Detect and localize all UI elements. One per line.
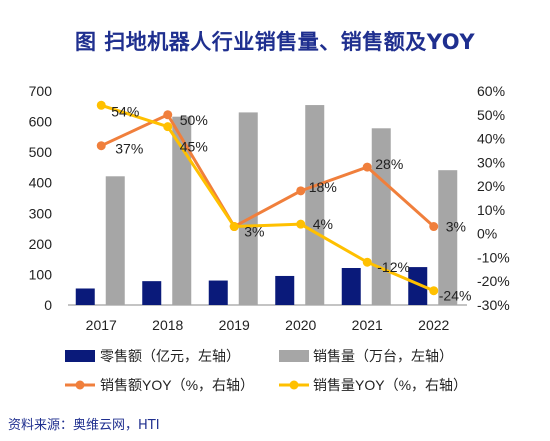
volume-yoy-label: 54% bbox=[111, 103, 139, 119]
legend-label-retail: 零售额（亿元，左轴） bbox=[100, 348, 240, 364]
point-revenue-yoy bbox=[163, 110, 173, 120]
revenue-yoy-label: 3% bbox=[244, 224, 264, 240]
point-volume-yoy bbox=[429, 286, 439, 296]
legend-label-volume-yoy: 销售量YOY（%，右轴） bbox=[313, 377, 467, 393]
point-volume-yoy bbox=[362, 257, 372, 267]
bar-retail-value bbox=[341, 268, 361, 305]
right-axis-tick: 50% bbox=[477, 107, 505, 123]
legend-marker-revenue-yoy bbox=[75, 380, 85, 390]
volume-yoy-label: -24% bbox=[439, 288, 472, 304]
x-axis-tick: 2019 bbox=[219, 317, 250, 333]
right-axis-tick: -20% bbox=[477, 273, 510, 289]
chart-data-labels: 37% 50% 3% 18% 28% 3% 54% 45% 4% -12% -24% bbox=[111, 103, 471, 303]
point-volume-yoy bbox=[296, 219, 306, 229]
x-axis-tick: 2018 bbox=[152, 317, 183, 333]
right-axis-tick: -30% bbox=[477, 297, 510, 313]
point-volume-yoy bbox=[163, 122, 173, 132]
revenue-yoy-label: 50% bbox=[180, 112, 208, 128]
chart-axes: 0 100 200 300 400 500 600 700 60% 50% 40% 30% 20% 10%… bbox=[29, 83, 510, 333]
x-axis-tick: 2021 bbox=[352, 317, 383, 333]
bar-retail-value bbox=[208, 280, 228, 305]
left-axis-tick: 300 bbox=[29, 205, 53, 221]
bar-retail-value bbox=[408, 267, 428, 305]
left-axis-tick: 400 bbox=[29, 175, 53, 191]
bar-sales-volume bbox=[172, 116, 192, 306]
line-revenue-yoy bbox=[100, 112, 435, 229]
right-axis-tick: 40% bbox=[477, 131, 505, 147]
right-axis-tick: 20% bbox=[477, 178, 505, 194]
right-axis-tick: -10% bbox=[477, 249, 510, 265]
legend-swatch-retail bbox=[65, 350, 95, 362]
bar-sales-volume bbox=[105, 176, 125, 305]
legend-swatch-volume bbox=[279, 350, 309, 362]
revenue-yoy-label: 37% bbox=[115, 141, 143, 157]
left-axis-tick: 0 bbox=[44, 297, 52, 313]
right-axis-tick: 0% bbox=[477, 226, 497, 242]
chart-legend: 零售额（亿元，左轴） 销售量（万台，左轴） 销售额YOY（%，右轴） 销售量YOY（%… bbox=[65, 348, 467, 393]
bar-sales-volume bbox=[238, 112, 258, 306]
legend-label-revenue-yoy: 销售额YOY（%，右轴） bbox=[100, 377, 254, 393]
bar-sales-volume bbox=[438, 170, 458, 305]
left-axis-tick: 700 bbox=[29, 83, 53, 99]
bar-retail-value bbox=[75, 288, 95, 305]
point-volume-yoy bbox=[229, 222, 239, 232]
revenue-yoy-label: 28% bbox=[375, 156, 403, 172]
line-volume-yoy bbox=[100, 103, 435, 293]
left-axis-tick: 200 bbox=[29, 236, 53, 252]
volume-yoy-label: -12% bbox=[377, 259, 410, 275]
right-axis-tick: 30% bbox=[477, 154, 505, 170]
point-volume-yoy bbox=[96, 100, 106, 110]
left-axis-tick: 500 bbox=[29, 144, 53, 160]
bar-retail-value bbox=[142, 281, 162, 305]
revenue-yoy-label: 18% bbox=[309, 179, 337, 195]
bar-sales-volume bbox=[305, 105, 325, 305]
volume-yoy-label: 45% bbox=[180, 139, 208, 155]
right-axis-tick: 10% bbox=[477, 202, 505, 218]
chart-bars bbox=[75, 105, 458, 306]
left-axis-tick: 600 bbox=[29, 114, 53, 130]
bar-sales-volume bbox=[371, 128, 391, 305]
point-revenue-yoy bbox=[96, 141, 106, 151]
revenue-yoy-label: 3% bbox=[446, 219, 466, 235]
bar-retail-value bbox=[275, 275, 295, 305]
chart-lines bbox=[96, 100, 439, 296]
left-axis-tick: 100 bbox=[29, 266, 53, 282]
volume-yoy-label: 4% bbox=[313, 216, 333, 232]
x-axis-tick: 2020 bbox=[285, 317, 316, 333]
legend-marker-volume-yoy bbox=[289, 380, 299, 390]
point-revenue-yoy bbox=[429, 222, 439, 232]
source-note: 资料来源：奥维云网，HTI bbox=[8, 418, 160, 433]
point-revenue-yoy bbox=[296, 186, 306, 196]
right-axis-tick: 60% bbox=[477, 83, 505, 99]
x-axis-tick: 2022 bbox=[418, 317, 449, 333]
x-axis-tick: 2017 bbox=[86, 317, 117, 333]
point-revenue-yoy bbox=[362, 162, 372, 172]
legend-label-volume: 销售量（万台，左轴） bbox=[313, 348, 453, 364]
chart-title: 图 扫地机器人行业销售量、销售额及YOY bbox=[74, 30, 476, 54]
